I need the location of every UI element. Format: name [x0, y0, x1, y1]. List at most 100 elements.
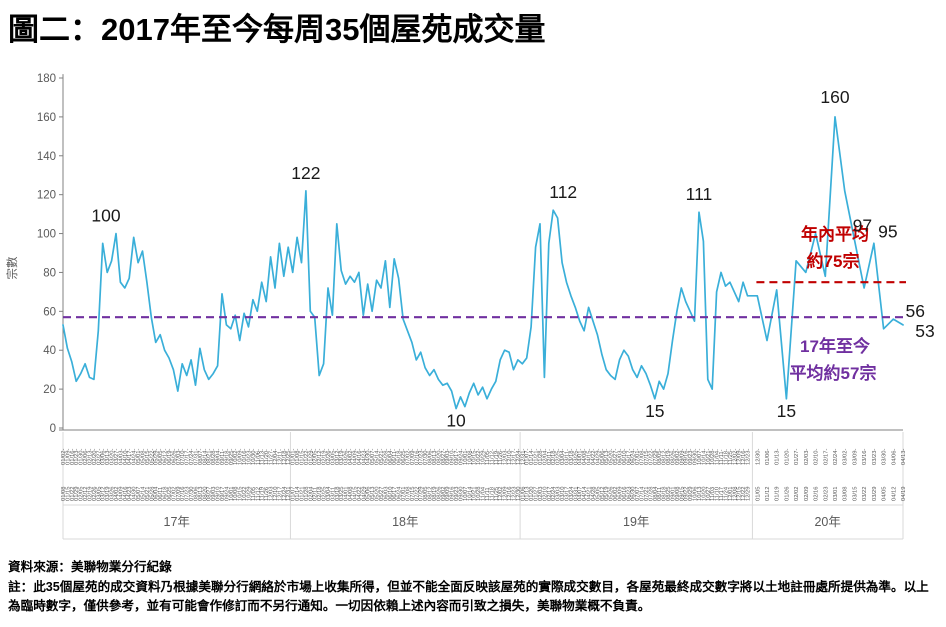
svg-text:08/06-: 08/06-	[428, 448, 434, 465]
svg-text:03/17: 03/17	[564, 486, 570, 501]
svg-text:11/05-: 11/05-	[485, 449, 491, 465]
svg-text:02/17: 02/17	[547, 486, 553, 501]
svg-text:05/13-: 05/13-	[604, 448, 610, 465]
svg-text:12/03-: 12/03-	[503, 448, 509, 465]
svg-text:06/10: 06/10	[388, 486, 394, 501]
svg-text:02/18-: 02/18-	[551, 448, 557, 465]
svg-text:02/13-: 02/13-	[87, 448, 93, 465]
svg-text:08/14-: 08/14-	[202, 448, 208, 465]
svg-text:08/12-: 08/12-	[662, 448, 668, 465]
svg-text:05/14: 05/14	[140, 486, 146, 501]
svg-text:01/01-: 01/01-	[291, 448, 297, 465]
svg-text:05/29-: 05/29-	[154, 448, 160, 465]
x-axis-week-labels: 01/02-01/0801/09-01/1501/16-01/2201/23-0…	[61, 448, 907, 501]
svg-text:01/28: 01/28	[304, 486, 310, 501]
weekly-transactions-line-chart: 01/02-01/0801/09-01/1501/16-01/2201/23-0…	[5, 73, 935, 540]
svg-text:01/21: 01/21	[299, 486, 305, 501]
svg-text:04/02: 04/02	[114, 486, 120, 501]
svg-text:06/24: 06/24	[397, 486, 403, 501]
svg-text:03/05: 03/05	[96, 486, 102, 501]
svg-text:12/15: 12/15	[737, 486, 743, 501]
svg-text:05/21-: 05/21-	[379, 448, 385, 465]
y-axis-title: 宗數	[5, 256, 19, 279]
svg-text:02/04-: 02/04-	[542, 448, 548, 465]
svg-text:07/21: 07/21	[644, 486, 650, 501]
svg-text:06/24-: 06/24-	[631, 448, 637, 465]
svg-text:04/09: 04/09	[118, 486, 124, 501]
svg-text:09/30: 09/30	[458, 486, 464, 501]
svg-text:04/14: 04/14	[582, 486, 588, 501]
svg-text:12/23-: 12/23-	[746, 448, 752, 465]
svg-text:12/16-: 12/16-	[741, 448, 747, 465]
svg-text:05/08-: 05/08-	[140, 448, 146, 465]
svg-text:19年: 19年	[623, 515, 649, 529]
svg-text:07/01-: 07/01-	[635, 448, 641, 465]
svg-text:08/26-: 08/26-	[670, 448, 676, 465]
svg-text:03/20-: 03/20-	[110, 448, 116, 465]
svg-text:02/24-: 02/24-	[833, 448, 839, 465]
svg-text:11/03: 11/03	[710, 487, 716, 501]
svg-text:10/14: 10/14	[467, 486, 473, 501]
svg-text:11/13-: 11/13-	[260, 449, 266, 465]
svg-text:02/20-: 02/20-	[92, 448, 98, 465]
svg-text:01/05: 01/05	[755, 486, 761, 501]
svg-text:40: 40	[43, 345, 56, 357]
svg-text:09/09: 09/09	[445, 486, 451, 501]
svg-text:07/01: 07/01	[401, 486, 407, 501]
svg-text:07/09-: 07/09-	[410, 448, 416, 465]
svg-text:122: 122	[291, 163, 320, 183]
svg-text:02/05-: 02/05-	[313, 448, 319, 465]
svg-text:09/23-: 09/23-	[688, 448, 694, 465]
x-axis-grid	[62, 432, 904, 540]
svg-text:10/27: 10/27	[706, 486, 712, 501]
svg-text:11/24: 11/24	[723, 486, 729, 501]
svg-text:09/02-: 09/02-	[675, 448, 681, 465]
svg-text:01/28-: 01/28-	[538, 448, 544, 465]
svg-text:10/13: 10/13	[697, 486, 703, 501]
svg-text:09/11-: 09/11-	[220, 449, 226, 465]
svg-text:10/28: 10/28	[476, 486, 482, 501]
svg-text:03/29: 03/29	[872, 486, 878, 501]
svg-text:11/19: 11/19	[260, 487, 266, 501]
svg-text:11/25-: 11/25-	[728, 449, 734, 465]
svg-text:07/09: 07/09	[176, 486, 182, 501]
x-axis-year-labels: 17年 18年 19年 20年	[164, 515, 841, 529]
svg-text:10/08-: 10/08-	[467, 448, 473, 465]
svg-text:06/09: 06/09	[617, 486, 623, 501]
svg-text:03/19: 03/19	[105, 486, 111, 501]
svg-text:100: 100	[91, 206, 120, 226]
svg-text:11/20-: 11/20-	[264, 449, 270, 465]
svg-text:06/18: 06/18	[163, 486, 169, 501]
svg-text:18年: 18年	[392, 515, 418, 529]
svg-text:04/23-: 04/23-	[361, 448, 367, 465]
svg-text:04/29: 04/29	[361, 486, 367, 501]
svg-text:05/28: 05/28	[149, 486, 155, 501]
svg-text:09/16-: 09/16-	[684, 448, 690, 465]
svg-text:11/04-: 11/04-	[715, 449, 721, 465]
disclaimer-note: 註：此35個屋苑的成交資料乃根據美聯分行網絡於市場上收集所得，但並不能全面反映該…	[8, 579, 929, 613]
svg-text:06/11: 06/11	[158, 487, 164, 501]
svg-text:97: 97	[853, 215, 872, 235]
svg-text:05/20-: 05/20-	[609, 448, 615, 465]
svg-text:07/23: 07/23	[185, 486, 191, 501]
svg-text:02/26: 02/26	[92, 486, 98, 501]
svg-text:03/18: 03/18	[335, 486, 341, 501]
svg-text:03/26: 03/26	[110, 486, 116, 501]
svg-text:03/08: 03/08	[843, 486, 849, 501]
svg-text:04/10-: 04/10-	[123, 448, 129, 465]
svg-text:12/23: 12/23	[511, 486, 517, 501]
svg-text:11/26: 11/26	[264, 487, 270, 501]
svg-text:07/15: 07/15	[410, 486, 416, 501]
svg-text:09/17: 09/17	[220, 486, 226, 501]
svg-text:09/09-: 09/09-	[679, 448, 685, 465]
svg-text:04/12: 04/12	[891, 486, 897, 501]
svg-text:02/18: 02/18	[317, 486, 323, 501]
svg-text:08/27-: 08/27-	[441, 448, 447, 465]
svg-text:12/31: 12/31	[286, 486, 292, 501]
svg-text:07/10-: 07/10-	[180, 448, 186, 465]
svg-text:05/27-: 05/27-	[613, 448, 619, 465]
svg-text:05/27: 05/27	[379, 486, 385, 501]
svg-text:06/17-: 06/17-	[626, 448, 632, 465]
svg-text:06/05-: 06/05-	[158, 448, 164, 465]
svg-text:12/24-: 12/24-	[516, 448, 522, 465]
